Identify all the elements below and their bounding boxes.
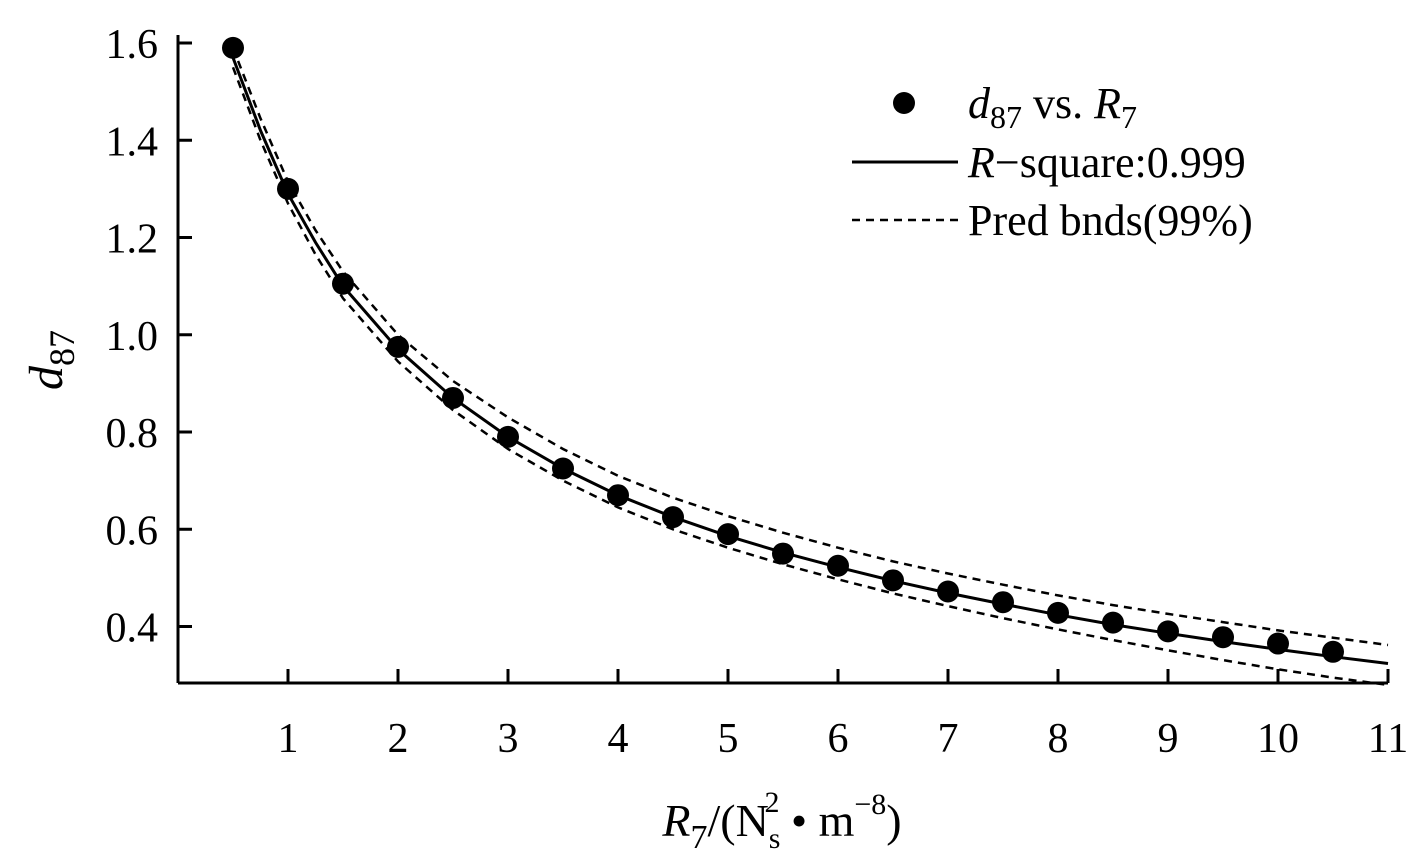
x-tick-label: 7 [938,716,959,762]
x-tick-label: 4 [608,716,629,762]
x-tick-label: 3 [498,716,519,762]
x-tick-label: 1 [278,716,299,762]
axes [176,35,1388,685]
legend-label-points: d87 vs. R7 [968,79,1137,135]
x-axis-title: R7/(Ns2 • m−8) [661,786,901,856]
x-ticks: 1 2 3 4 5 6 7 8 9 10 11 [278,669,1408,762]
legend-marker-points [893,92,915,114]
y-tick-label: 0.8 [106,411,159,457]
series-layer [222,36,1389,687]
fit-curve [231,57,1389,665]
y-tick-label: 1.6 [106,22,159,68]
x-tick-label: 6 [828,716,849,762]
y-tick-label: 0.6 [106,508,159,554]
x-tick-label: 11 [1368,716,1408,762]
legend-label-bounds: Pred bnds(99%) [968,196,1253,245]
data-point [1102,611,1124,634]
legend-label-fit: R−square:0.999 [967,138,1246,187]
y-ticks: 0.4 0.6 0.8 1.0 1.2 1.4 1.6 [106,22,192,652]
y-tick-label: 0.4 [106,606,159,652]
x-tick-label: 5 [718,716,739,762]
data-point [717,523,739,546]
data-point [1212,626,1234,649]
legend: d87 vs. R7 R−square:0.999 Pred bnds(99%) [852,79,1253,245]
upper-bound-curve [231,47,1389,647]
data-point [1047,601,1069,624]
x-tick-label: 2 [388,716,409,762]
data-point [992,591,1014,614]
y-tick-label: 1.2 [106,217,159,263]
x-tick-label: 10 [1257,716,1299,762]
y-tick-label: 1.4 [106,119,159,165]
data-point [1322,640,1344,663]
data-point [222,36,244,59]
data-point [1157,620,1179,643]
y-axis-title: d87 [20,330,82,390]
x-tick-label: 8 [1048,716,1069,762]
y-tick-label: 1.0 [106,314,159,360]
x-tick-label: 9 [1158,716,1179,762]
